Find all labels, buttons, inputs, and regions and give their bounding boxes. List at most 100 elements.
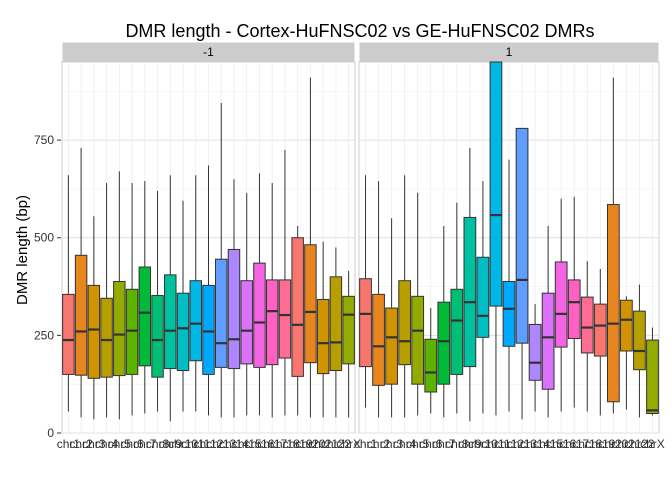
box-chrX [342,270,355,418]
box-chr3 [385,218,398,418]
facet-panel: -1chr1chr2chr3chr4chr5chr6chr7chr8chr9ch… [57,41,361,451]
box-body [528,323,542,381]
x-tick-label: chrX [336,437,361,451]
box-chr14 [227,179,241,418]
box-chr20 [606,77,620,414]
box-chr9 [463,147,477,422]
box-body [489,61,503,307]
box-body [541,292,555,390]
box-chr6 [125,183,139,416]
box-body [202,284,215,375]
box-body [606,204,620,403]
x-tick-label: chr12 [494,437,524,451]
box-body [450,288,464,375]
x-tick-label: chr4 [393,437,417,451]
box-body [359,278,372,368]
x-tick-label: chr6 [120,437,144,451]
x-tick-label: chr1 [57,437,81,451]
box-body [554,261,568,348]
x-tick-label: chr5 [406,437,430,451]
box-body [113,280,126,377]
box-chr22 [329,247,343,418]
x-tick-label: chr3 [380,437,404,451]
box-chr21 [620,296,633,410]
x-tick-label: chr13 [507,437,537,451]
x-tick-label: chr12 [193,437,223,451]
x-tick-label: chr4 [95,437,119,451]
box-chr8 [151,190,164,412]
box-chr20 [304,77,317,418]
x-tick-label: chr15 [533,437,563,451]
x-tick-label: chr17 [257,437,287,451]
x-tick-label: chr22 [624,437,654,451]
x-tick-label: chr9 [458,437,482,451]
x-tick-label: chrX [640,437,665,451]
box-body [304,244,317,364]
box-body [176,292,190,372]
box-chr7 [437,226,451,418]
box-body [265,279,279,366]
x-tick-label: chr14 [219,437,249,451]
box-chr3 [87,216,101,420]
x-tick-label: chr21 [308,437,338,451]
x-tick-label: chr9 [159,437,183,451]
x-tick-label: chr14 [520,437,550,451]
box-chr18 [580,261,594,412]
box-chr18 [278,149,292,416]
box-chr7 [138,181,152,414]
box-chr9 [164,175,177,422]
box-chrX [646,327,659,416]
box-body [476,256,490,338]
x-tick-label: chr15 [232,437,262,451]
box-body [580,296,594,354]
box-body [87,284,101,379]
box-body [633,310,646,371]
box-chr17 [265,183,279,418]
box-body [227,248,241,370]
box-body [74,254,88,376]
box-chr5 [411,192,425,416]
x-tick-label: chr13 [206,437,236,451]
y-tick-label: 750 [34,133,54,147]
facet-strip-label: 1 [506,45,513,59]
box-chr4 [398,175,412,418]
box-body [291,237,304,377]
x-tick-label: chr22 [321,437,351,451]
y-tick-label: 250 [34,328,54,342]
x-tick-label: chr1 [354,437,378,451]
box-body [646,339,659,414]
x-tick-label: chr11 [481,437,510,451]
box-body [424,338,438,393]
x-tick-label: chr7 [432,437,456,451]
box-body [437,301,451,385]
box-chr14 [528,304,542,412]
x-tick-label: chr10 [468,437,498,451]
box-body [151,295,164,378]
box-body [398,280,412,366]
box-chr22 [633,284,646,418]
box-body [125,288,139,375]
x-tick-label: chr2 [69,437,93,451]
x-tick-label: chr16 [546,437,576,451]
facet-strip-label: -1 [203,45,214,59]
box-chr21 [316,241,330,418]
box-chr10 [176,200,190,412]
box-body [278,279,292,359]
x-tick-label: chr21 [611,437,641,451]
box-chr19 [291,226,304,416]
x-tick-label: chr19 [283,437,313,451]
box-body [372,293,385,386]
x-tick-label: chr20 [295,437,325,451]
box-body [189,280,202,362]
x-tick-label: chr10 [168,437,198,451]
box-chr15 [240,192,253,416]
box-body [593,303,607,357]
x-tick-label: chr11 [181,437,210,451]
box-chr13 [515,127,529,420]
x-tick-label: chr18 [270,437,300,451]
box-chr16 [253,173,266,416]
box-body [342,295,355,365]
box-body [62,293,75,375]
box-body [502,280,516,347]
box-chr10 [476,181,490,414]
